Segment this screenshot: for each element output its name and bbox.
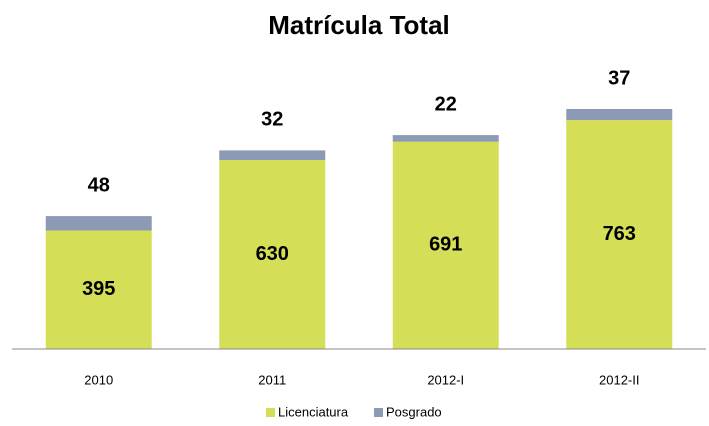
data-label: 763 [603,223,636,245]
bar-segment [219,150,326,160]
legend-swatch [374,408,383,417]
legend-label: Licenciatura [278,404,349,419]
data-label: 395 [82,278,115,300]
bar-segment [566,120,673,349]
chart-title: Matrícula Total [268,10,450,40]
x-tick-label: 2011 [258,372,286,387]
legend-swatch [266,408,275,417]
data-label: 691 [429,234,462,256]
data-label: 48 [88,174,110,196]
bar-segment [45,216,152,231]
data-label: 37 [608,67,630,89]
bar-segment [392,141,499,349]
data-label: 32 [261,109,283,131]
bar-segment [566,109,673,121]
legend-label: Posgrado [386,404,442,419]
bar-segment [219,160,326,349]
data-label: 630 [256,243,289,265]
x-tick-label: 2010 [84,372,113,387]
bar-segment [45,230,152,349]
x-tick-label: 2012-II [599,372,639,387]
x-tick-label: 2012-I [427,372,464,387]
data-label: 22 [435,93,457,115]
bar-segment [392,135,499,142]
